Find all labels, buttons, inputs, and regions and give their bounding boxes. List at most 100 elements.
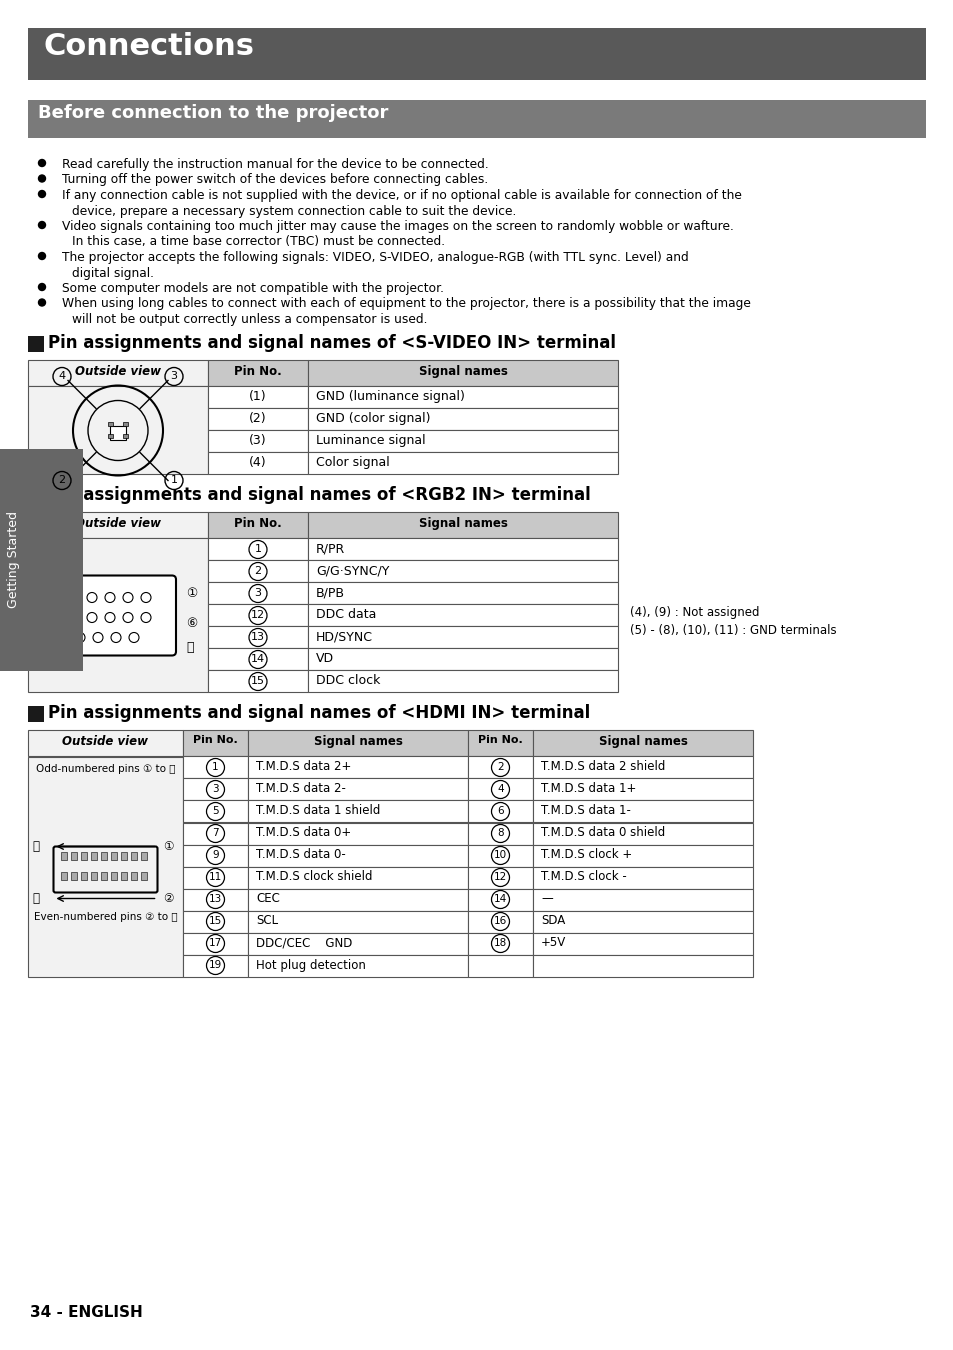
Text: Outside view: Outside view <box>75 517 161 531</box>
Bar <box>208 626 308 648</box>
Bar <box>533 888 752 910</box>
Text: (1): (1) <box>249 390 267 404</box>
Text: ⑱: ⑱ <box>32 892 39 906</box>
Text: SDA: SDA <box>540 914 565 927</box>
Text: Pin assignments and signal names of <RGB2 IN> terminal: Pin assignments and signal names of <RGB… <box>48 486 590 505</box>
Text: Pin assignments and signal names of <S-VIDEO IN> terminal: Pin assignments and signal names of <S-V… <box>48 335 616 352</box>
Bar <box>468 954 533 976</box>
Text: 10: 10 <box>494 850 507 860</box>
Text: 19: 19 <box>209 960 222 971</box>
Text: The projector accepts the following signals: VIDEO, S-VIDEO, analogue-RGB (with : The projector accepts the following sign… <box>62 251 688 265</box>
Text: ⑥: ⑥ <box>186 617 197 630</box>
Bar <box>121 852 128 860</box>
Text: R/PR: R/PR <box>315 543 345 555</box>
Bar <box>183 867 248 888</box>
Text: HD/SYNC: HD/SYNC <box>315 630 373 644</box>
Text: 11: 11 <box>209 872 222 883</box>
Bar <box>468 779 533 801</box>
Bar <box>208 360 308 386</box>
Bar <box>308 360 618 386</box>
Text: Pin No.: Pin No. <box>233 366 281 378</box>
Bar <box>468 845 533 867</box>
Text: Connections: Connections <box>44 32 254 61</box>
Text: DDC data: DDC data <box>315 609 376 621</box>
Circle shape <box>38 176 46 182</box>
Text: Read carefully the instruction manual for the device to be connected.: Read carefully the instruction manual fo… <box>62 158 488 171</box>
Text: 8: 8 <box>497 829 503 838</box>
Bar <box>533 867 752 888</box>
Text: Some computer models are not compatible with the projector.: Some computer models are not compatible … <box>62 282 443 296</box>
Bar <box>308 648 618 671</box>
Text: 14: 14 <box>251 655 265 664</box>
Bar <box>308 431 618 452</box>
Bar <box>183 845 248 867</box>
Text: 15: 15 <box>209 917 222 926</box>
Bar <box>183 822 248 845</box>
Text: device, prepare a necessary system connection cable to suit the device.: device, prepare a necessary system conne… <box>71 204 516 217</box>
Bar <box>208 582 308 605</box>
Text: 13: 13 <box>251 633 265 643</box>
Bar <box>28 706 44 722</box>
Text: 2: 2 <box>254 567 261 576</box>
Text: 15: 15 <box>251 676 265 687</box>
Bar <box>533 954 752 976</box>
Text: +5V: +5V <box>540 937 566 949</box>
Bar <box>141 852 148 860</box>
Bar <box>71 852 77 860</box>
Text: T.M.D.S data 1 shield: T.M.D.S data 1 shield <box>255 805 380 818</box>
Bar <box>248 845 468 867</box>
Text: 1: 1 <box>254 544 261 555</box>
Bar <box>248 822 468 845</box>
Circle shape <box>38 221 46 228</box>
Text: T.M.D.S clock shield: T.M.D.S clock shield <box>255 871 372 883</box>
Text: Outside view: Outside view <box>75 366 161 378</box>
Bar <box>61 852 68 860</box>
Bar <box>248 867 468 888</box>
Bar <box>308 560 618 582</box>
Bar <box>248 730 468 756</box>
Text: (4): (4) <box>249 456 267 470</box>
Bar <box>533 822 752 845</box>
Text: T.M.D.S data 0+: T.M.D.S data 0+ <box>255 826 351 840</box>
Text: 6: 6 <box>497 806 503 817</box>
Bar <box>208 648 308 671</box>
Circle shape <box>38 190 46 197</box>
Bar <box>81 872 88 879</box>
Text: Pin No.: Pin No. <box>477 736 522 745</box>
Bar <box>468 801 533 822</box>
Text: 2: 2 <box>58 475 66 486</box>
Text: If any connection cable is not supplied with the device, or if no optional cable: If any connection cable is not supplied … <box>62 189 741 202</box>
Text: T.M.D.S data 2-: T.M.D.S data 2- <box>255 783 346 795</box>
Text: When using long cables to connect with each of equipment to the projector, there: When using long cables to connect with e… <box>62 297 750 310</box>
Bar <box>112 872 117 879</box>
Text: Signal names: Signal names <box>418 517 507 531</box>
Bar <box>28 360 208 386</box>
Text: Luminance signal: Luminance signal <box>315 435 425 447</box>
Text: Signal names: Signal names <box>418 366 507 378</box>
Text: Signal names: Signal names <box>598 736 687 748</box>
Bar <box>28 100 925 138</box>
Bar <box>208 560 308 582</box>
Text: SCL: SCL <box>255 914 278 927</box>
Text: 2: 2 <box>497 763 503 772</box>
Bar <box>121 872 128 879</box>
Bar <box>533 756 752 779</box>
Text: 17: 17 <box>209 938 222 949</box>
Text: T.M.D.S data 1+: T.M.D.S data 1+ <box>540 783 636 795</box>
Text: 12: 12 <box>251 610 265 621</box>
Bar <box>468 888 533 910</box>
Text: 13: 13 <box>209 895 222 905</box>
Bar <box>183 756 248 779</box>
Text: Outside view: Outside view <box>63 736 149 748</box>
Text: 9: 9 <box>212 850 218 860</box>
Text: 12: 12 <box>494 872 507 883</box>
Text: 3: 3 <box>254 589 261 598</box>
Text: T.M.D.S data 1-: T.M.D.S data 1- <box>540 805 630 818</box>
Bar <box>308 671 618 693</box>
Bar <box>183 801 248 822</box>
Text: 3: 3 <box>171 371 177 382</box>
Bar <box>208 605 308 626</box>
Bar <box>132 872 137 879</box>
Text: —: — <box>540 892 552 906</box>
Text: G/G·SYNC/Y: G/G·SYNC/Y <box>315 564 389 578</box>
